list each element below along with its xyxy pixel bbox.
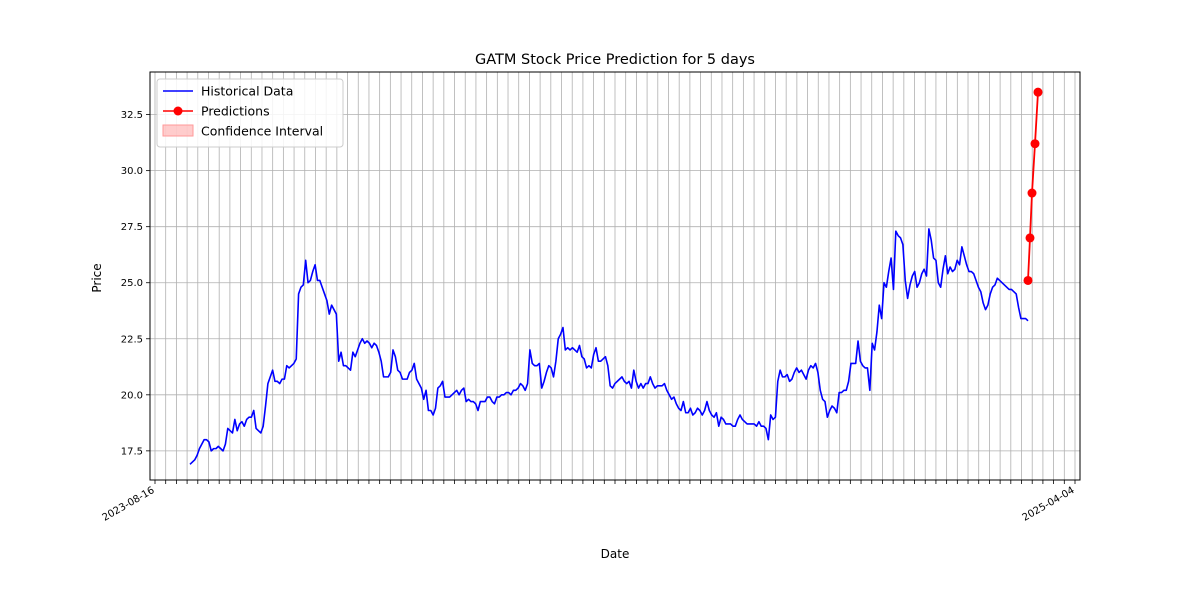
legend-confidence-label: Confidence Interval: [201, 124, 323, 139]
y-axis-label: Price: [90, 263, 104, 292]
y-tick-label: 30.0: [121, 166, 143, 177]
x-tick-label: 2023-08-16: [101, 485, 157, 524]
legend: Historical Data Predictions Confidence I…: [156, 78, 344, 148]
prediction-point: [1033, 87, 1043, 97]
prediction-point: [1027, 188, 1037, 198]
y-tick-label: 22.5: [121, 334, 143, 345]
prediction-point: [1023, 275, 1033, 285]
y-tick-label: 17.5: [121, 446, 143, 457]
prediction-point: [1030, 139, 1040, 149]
legend-box: [156, 78, 344, 148]
x-tick-label: 2025-04-04: [1021, 485, 1077, 524]
legend-confidence-swatch: [162, 124, 194, 137]
legend-predictions-marker: [173, 106, 183, 116]
y-tick-label: 27.5: [121, 222, 143, 233]
x-axis-ticks: 2023-08-16 2025-04-04: [101, 480, 1077, 524]
y-tick-label: 20.0: [121, 390, 143, 401]
legend-predictions-label: Predictions: [201, 104, 270, 119]
prediction-point: [1025, 233, 1035, 243]
series-layer: [189, 87, 1043, 465]
y-tick-label: 25.0: [121, 278, 143, 289]
x-axis-label: Date: [601, 547, 630, 561]
y-tick-label: 32.5: [121, 110, 143, 121]
historical-data-line: [189, 228, 1029, 465]
legend-historical-label: Historical Data: [201, 84, 293, 99]
chart-title: GATM Stock Price Prediction for 5 days: [475, 52, 755, 68]
y-axis-ticks: 17.5 20.0 22.5 25.0 27.5 30.0 32.5: [121, 110, 150, 457]
